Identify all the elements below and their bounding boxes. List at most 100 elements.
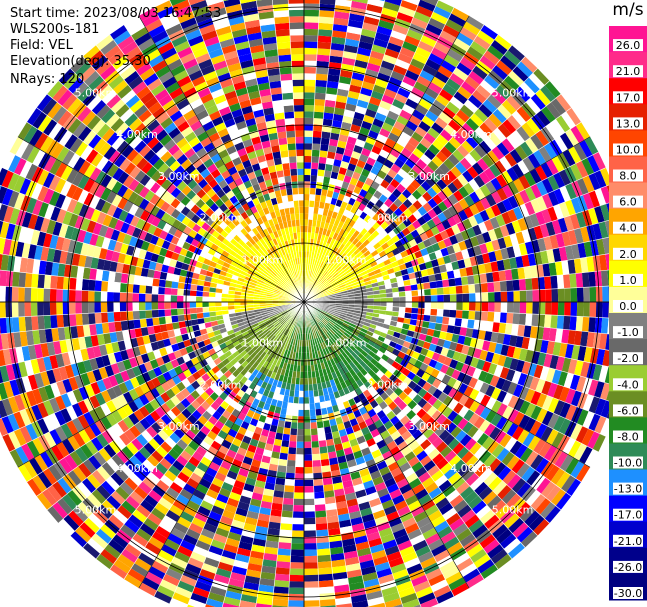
- velocity-gate: [57, 477, 72, 494]
- velocity-gate: [328, 392, 336, 401]
- velocity-gate: [418, 423, 430, 435]
- velocity-gate: [304, 219, 309, 226]
- velocity-gate: [220, 460, 232, 471]
- velocity-gate: [233, 559, 249, 570]
- velocity-gate: [91, 489, 107, 505]
- velocity-gate: [488, 457, 502, 473]
- velocity-gate: [122, 263, 130, 275]
- velocity-gate: [315, 266, 320, 273]
- velocity-gate: [194, 511, 209, 523]
- velocity-gate: [482, 360, 492, 373]
- velocity-gate: [317, 336, 323, 344]
- velocity-gate: [124, 477, 139, 491]
- velocity-gate: [244, 363, 252, 372]
- velocity-gate: [475, 254, 485, 265]
- velocity-gate: [290, 331, 295, 339]
- velocity-gate: [563, 372, 574, 389]
- velocity-gate: [341, 263, 349, 270]
- velocity-gate: [100, 389, 112, 403]
- velocity-gate: [376, 567, 393, 579]
- velocity-gate: [269, 350, 276, 357]
- velocity-gate: [355, 180, 365, 189]
- ray-separator: [204, 301, 305, 607]
- velocity-gate: [582, 411, 595, 429]
- velocity-gate: [534, 338, 543, 353]
- velocity-gate: [334, 275, 342, 282]
- velocity-gate: [366, 291, 374, 296]
- velocity-gate: [433, 41, 451, 55]
- velocity-gate: [588, 413, 601, 432]
- velocity-gate: [309, 319, 314, 327]
- velocity-gate: [58, 366, 69, 381]
- velocity-gate: [162, 515, 177, 528]
- velocity-gate: [335, 416, 344, 425]
- velocity-gate: [36, 357, 47, 373]
- velocity-gate: [537, 352, 547, 367]
- velocity-gate: [221, 358, 230, 366]
- velocity-gate: [436, 222, 446, 233]
- ray-separator: [303, 233, 628, 303]
- velocity-gate: [326, 236, 333, 244]
- velocity-gate: [44, 261, 53, 276]
- velocity-gate: [337, 513, 351, 522]
- velocity-gate: [366, 308, 374, 313]
- velocity-gate: [479, 273, 488, 284]
- velocity-gate: [177, 341, 186, 350]
- velocity-gate: [181, 378, 191, 388]
- velocity-gate: [321, 182, 330, 191]
- velocity-gate: [108, 539, 125, 554]
- velocity-gate: [208, 415, 219, 426]
- velocity-gate: [592, 364, 603, 381]
- velocity-gate: [439, 30, 457, 44]
- velocity-gate: [479, 243, 489, 255]
- velocity-gate: [379, 0, 385, 2]
- velocity-gate: [146, 277, 154, 287]
- velocity-gate: [400, 415, 411, 426]
- velocity-gate: [351, 214, 360, 223]
- velocity-gate: [315, 281, 320, 288]
- velocity-gate: [362, 336, 370, 344]
- velocity-gate: [84, 255, 93, 269]
- velocity-gate: [272, 307, 280, 311]
- velocity-gate: [329, 49, 344, 58]
- velocity-gate: [167, 329, 176, 339]
- velocity-gate: [594, 205, 605, 224]
- velocity-gate: [322, 387, 329, 396]
- velocity-gate: [291, 311, 296, 317]
- velocity-gate: [380, 60, 396, 71]
- velocity-gate: [239, 535, 254, 545]
- velocity-gate: [378, 250, 387, 258]
- velocity-gate: [148, 489, 163, 503]
- velocity-gate: [339, 69, 353, 79]
- velocity-gate: [559, 402, 571, 419]
- velocity-gate: [374, 112, 387, 123]
- velocity-gate: [310, 168, 318, 176]
- velocity-gate: [261, 336, 269, 343]
- velocity-gate: [512, 313, 520, 325]
- velocity-gate: [142, 335, 151, 345]
- velocity-gate: [576, 392, 588, 409]
- velocity-gate: [418, 262, 427, 271]
- ray-separator: [9, 301, 305, 453]
- velocity-gate: [445, 489, 460, 503]
- velocity-gate: [319, 247, 325, 255]
- velocity-gate: [312, 287, 318, 293]
- velocity-gate: [118, 382, 129, 395]
- velocity-gate: [189, 290, 197, 297]
- velocity-gate: [20, 443, 35, 461]
- velocity-gate: [353, 348, 361, 356]
- velocity-gate: [438, 111, 452, 125]
- velocity-gate: [276, 426, 285, 434]
- velocity-gate: [535, 497, 551, 515]
- velocity-gate: [485, 384, 496, 398]
- velocity-gate: [436, 287, 444, 295]
- velocity-gate: [76, 325, 85, 338]
- velocity-gate: [481, 302, 489, 312]
- velocity-gate: [437, 190, 448, 202]
- velocity-gate: [415, 319, 424, 328]
- velocity-gate: [325, 324, 331, 331]
- ray-separator: [303, 301, 387, 607]
- velocity-gate: [407, 64, 423, 76]
- velocity-gate: [557, 288, 565, 302]
- velocity-gate: [304, 378, 309, 385]
